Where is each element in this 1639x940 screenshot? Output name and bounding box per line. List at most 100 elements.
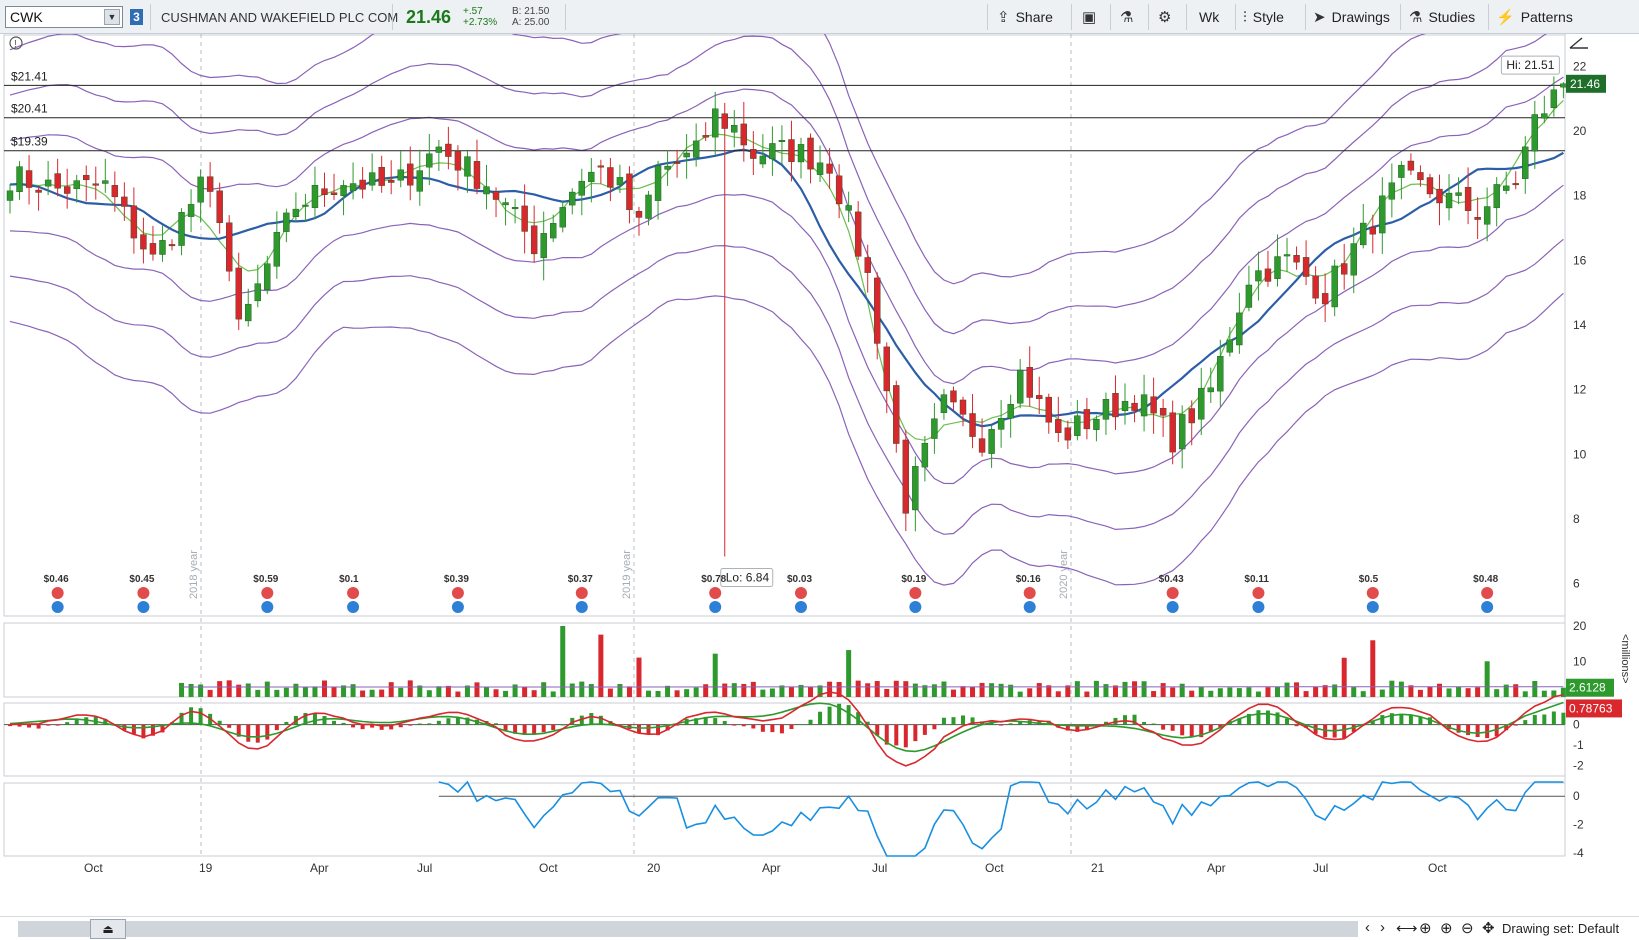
drawing-set-label[interactable]: Drawing set: Default <box>1502 921 1620 936</box>
volume-bar[interactable] <box>1303 691 1309 697</box>
volume-bar[interactable] <box>264 681 270 697</box>
candle-body[interactable] <box>1169 412 1176 453</box>
aggregation-button[interactable]: Wk <box>1199 0 1219 34</box>
volume-bar[interactable] <box>760 689 766 697</box>
volume-bar[interactable] <box>655 691 661 697</box>
candle-body[interactable] <box>102 180 109 184</box>
candle-body[interactable] <box>1474 217 1481 220</box>
candle-body[interactable] <box>959 399 967 415</box>
volume-bar[interactable] <box>1398 681 1404 697</box>
volume-bar[interactable] <box>417 685 423 697</box>
candle-body[interactable] <box>788 139 795 162</box>
volume-bar[interactable] <box>665 685 671 697</box>
volume-bar[interactable] <box>1313 686 1319 697</box>
candle-body[interactable] <box>130 205 138 239</box>
earnings-phone-icon[interactable] <box>261 587 274 599</box>
candle-body[interactable] <box>1188 408 1195 424</box>
volume-bar[interactable] <box>626 686 632 697</box>
candle-body[interactable] <box>225 222 233 272</box>
volume-bar[interactable] <box>1322 685 1328 697</box>
candle-body[interactable] <box>426 153 433 168</box>
volume-bar[interactable] <box>1265 687 1271 697</box>
dividend-info-icon[interactable] <box>347 601 360 613</box>
volume-bar[interactable] <box>360 690 366 697</box>
volume-bar[interactable] <box>798 684 804 697</box>
volume-bar[interactable] <box>779 685 785 697</box>
candle-body[interactable] <box>1522 146 1529 179</box>
volume-bar[interactable] <box>1560 687 1566 697</box>
volume-bar[interactable] <box>1294 682 1300 697</box>
candle-body[interactable] <box>588 171 595 182</box>
candle-body[interactable] <box>769 143 776 160</box>
candle-body[interactable] <box>1245 284 1253 308</box>
style-button[interactable]: ⫶ Style <box>1243 0 1284 34</box>
volume-bar[interactable] <box>1141 681 1147 697</box>
candle-body[interactable] <box>216 190 223 224</box>
volume-bar[interactable] <box>941 681 947 697</box>
volume-bar[interactable] <box>503 690 509 697</box>
volume-bar[interactable] <box>769 688 775 697</box>
volume-bar[interactable] <box>1189 690 1195 697</box>
candle-body[interactable] <box>245 303 252 322</box>
volume-bar[interactable] <box>712 653 718 697</box>
candle-body[interactable] <box>454 151 462 171</box>
earnings-phone-icon[interactable] <box>347 587 360 599</box>
candle-body[interactable] <box>1312 275 1319 299</box>
volume-bar[interactable] <box>741 683 747 697</box>
candle-body[interactable] <box>1102 399 1110 420</box>
candle-body[interactable] <box>1417 172 1424 181</box>
candle-body[interactable] <box>1293 255 1300 263</box>
candle-body[interactable] <box>654 165 662 201</box>
volume-bar[interactable] <box>321 680 327 697</box>
dividend-info-icon[interactable] <box>1166 601 1179 613</box>
volume-bar[interactable] <box>1408 685 1414 697</box>
scroll-thumb[interactable]: ⏏ <box>90 919 126 939</box>
volume-bar[interactable] <box>369 689 375 697</box>
dividend-info-icon[interactable] <box>1481 601 1494 613</box>
candle-body[interactable] <box>816 162 824 175</box>
zoom-out-icon[interactable]: ⊖ <box>1461 920 1474 937</box>
candle-body[interactable] <box>445 143 452 157</box>
candle-body[interactable] <box>397 169 404 181</box>
candle-body[interactable] <box>511 207 519 210</box>
volume-bar[interactable] <box>979 682 985 697</box>
share-button[interactable]: ⇪ Share <box>997 0 1053 34</box>
candle-body[interactable] <box>311 185 319 208</box>
volume-bar[interactable] <box>1503 684 1509 697</box>
candle-body[interactable] <box>1198 387 1205 420</box>
oscillator-pane[interactable]: 0 -2 -4 <box>438 780 1584 860</box>
candle-body[interactable] <box>1226 339 1234 353</box>
candle-body[interactable] <box>435 146 443 153</box>
volume-bar[interactable] <box>484 686 489 697</box>
candle-body[interactable] <box>893 385 900 444</box>
volume-bar[interactable] <box>1513 684 1519 697</box>
candle-body[interactable] <box>44 179 52 187</box>
volume-bar[interactable] <box>207 689 213 697</box>
dividend-info-icon[interactable] <box>709 601 722 613</box>
dividend-info-icon[interactable] <box>51 601 64 613</box>
volume-bar[interactable] <box>893 680 899 697</box>
volume-bar[interactable] <box>636 657 642 697</box>
volume-bar[interactable] <box>827 681 833 697</box>
chart-area[interactable]: 2018 year 2019 year 2020 year $21.41 $20.41 $… <box>0 34 1639 916</box>
candle-body[interactable] <box>902 439 910 514</box>
volume-bar[interactable] <box>903 681 909 697</box>
volume-bar[interactable] <box>1284 682 1290 697</box>
volume-bar[interactable] <box>245 683 251 697</box>
candle-body[interactable] <box>664 165 671 170</box>
flask-button[interactable]: ⚗ <box>1120 0 1139 34</box>
symbol-selector[interactable]: ▼ <box>5 6 123 28</box>
volume-bar[interactable] <box>750 681 756 697</box>
volume-bar[interactable] <box>560 626 566 697</box>
volume-bar[interactable] <box>1465 688 1471 697</box>
candle-body[interactable] <box>835 175 843 205</box>
volume-bar[interactable] <box>788 687 794 697</box>
volume-bar[interactable] <box>1227 687 1233 697</box>
candle-body[interactable] <box>359 179 366 190</box>
earnings-phone-icon[interactable] <box>575 587 588 599</box>
volume-bar[interactable] <box>1332 684 1338 697</box>
volume-bar[interactable] <box>970 686 976 697</box>
volume-bar[interactable] <box>1389 680 1395 697</box>
volume-bar[interactable] <box>1427 686 1433 697</box>
candle-body[interactable] <box>1436 188 1443 204</box>
